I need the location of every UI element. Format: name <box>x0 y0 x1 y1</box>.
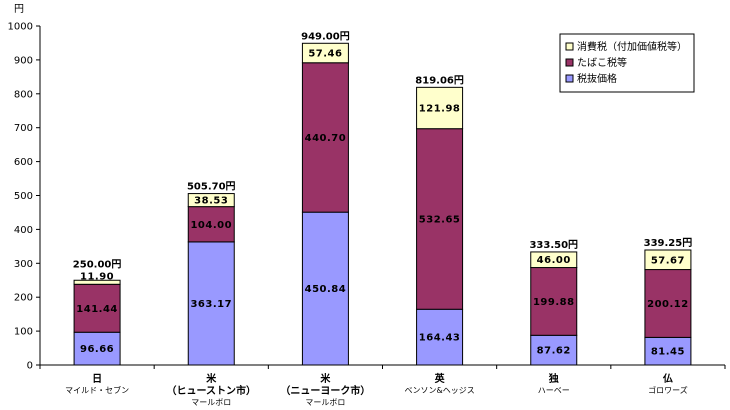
bar-segment <box>416 86 464 130</box>
bar-segment <box>644 336 692 366</box>
segment-value-label: 200.12 <box>647 299 689 310</box>
segment-value-label: 164.43 <box>419 333 461 344</box>
bar-segment <box>301 211 349 366</box>
legend-swatch <box>565 58 574 67</box>
y-tick-label: 400 <box>14 225 33 236</box>
legend-label: 税抜価格 <box>577 72 617 85</box>
bar-segment <box>644 269 692 338</box>
total-label: 339.25円 <box>644 237 693 249</box>
category-country-label: 日 <box>92 373 102 385</box>
segment-value-label: 532.65 <box>419 214 461 225</box>
y-axis-unit: 円 <box>14 4 24 15</box>
y-tick-label: 0 <box>27 361 33 372</box>
bar-segment <box>301 62 349 213</box>
bar-segment <box>644 249 692 271</box>
axes: 円 0 100 200 300 400 500 600 700 800 900 1000 <box>8 4 726 372</box>
y-tick-label: 300 <box>14 259 33 270</box>
segment-value-label: 363.17 <box>190 299 232 310</box>
segment-value-label: 121.98 <box>419 104 461 115</box>
legend-label: たばこ税等 <box>577 56 627 69</box>
bar-segment <box>530 251 578 269</box>
category-brand-label: マイルド・セブン <box>65 385 129 395</box>
segment-value-label: 87.62 <box>537 346 571 357</box>
category-country-label: 米 <box>206 372 217 385</box>
legend-swatch <box>565 42 574 51</box>
segment-value-label: 46.00 <box>537 255 571 266</box>
segment-value-label: 57.46 <box>308 49 342 60</box>
bar-segment <box>301 42 349 64</box>
y-tick-label: 700 <box>14 123 33 134</box>
y-tick-label: 200 <box>14 293 33 304</box>
legend-swatch <box>565 74 574 83</box>
y-tick-label: 500 <box>14 191 33 202</box>
category-brand-label: マールボロ <box>305 398 345 407</box>
bar-segment <box>73 279 121 285</box>
bar-segment <box>73 283 121 333</box>
legend-box <box>559 33 695 93</box>
bar-segment <box>187 241 235 366</box>
segment-value-label: 81.45 <box>651 347 685 358</box>
y-tick-label: 100 <box>14 327 33 338</box>
bar-segment <box>416 128 464 310</box>
total-label: 819.06円 <box>415 74 464 86</box>
bar-segment <box>187 193 235 208</box>
category-brand-label: ゴロワーズ <box>648 385 688 395</box>
category-country-label: 独 <box>549 372 559 385</box>
legend-label: 消費税（付加価値税等） <box>577 40 687 53</box>
total-label: 250.00円 <box>73 258 122 270</box>
category-city-label: （ニューヨーク市） <box>280 384 370 397</box>
total-label: 949.00円 <box>301 30 350 42</box>
category-brand-label: ハーベー <box>538 386 570 395</box>
segment-value-label: 141.44 <box>76 304 118 315</box>
segment-value-label: 440.70 <box>305 133 347 144</box>
y-tick-label: 600 <box>14 157 33 168</box>
total-label: 333.50円 <box>529 239 578 251</box>
category-country-label: 米 <box>320 372 331 385</box>
segment-value-label: 96.66 <box>80 344 114 355</box>
bar-segment <box>73 331 121 366</box>
segment-value-label: 11.90 <box>80 271 114 282</box>
segment-value-label: 57.67 <box>651 255 685 266</box>
category-brand-label: マールボロ <box>191 398 231 407</box>
bar-segment <box>416 308 464 366</box>
bar-segment <box>187 206 235 243</box>
category-city-label: （ヒューストン市） <box>167 384 257 397</box>
bar-segment <box>530 267 578 336</box>
bars <box>73 42 692 366</box>
y-tick-label: 1000 <box>8 22 33 33</box>
category-brand-label: ベンソン&ヘッジス <box>404 386 474 395</box>
category-country-label: 英 <box>434 372 446 385</box>
segment-value-label: 199.88 <box>533 297 575 308</box>
segment-value-label: 450.84 <box>305 284 347 295</box>
segment-value-label: 38.53 <box>194 196 228 207</box>
segment-value-label: 104.00 <box>190 220 232 231</box>
y-tick-label: 900 <box>14 55 33 66</box>
category-country-label: 仏 <box>663 373 673 385</box>
total-label: 505.70円 <box>187 181 236 193</box>
y-tick-label: 800 <box>14 89 33 100</box>
